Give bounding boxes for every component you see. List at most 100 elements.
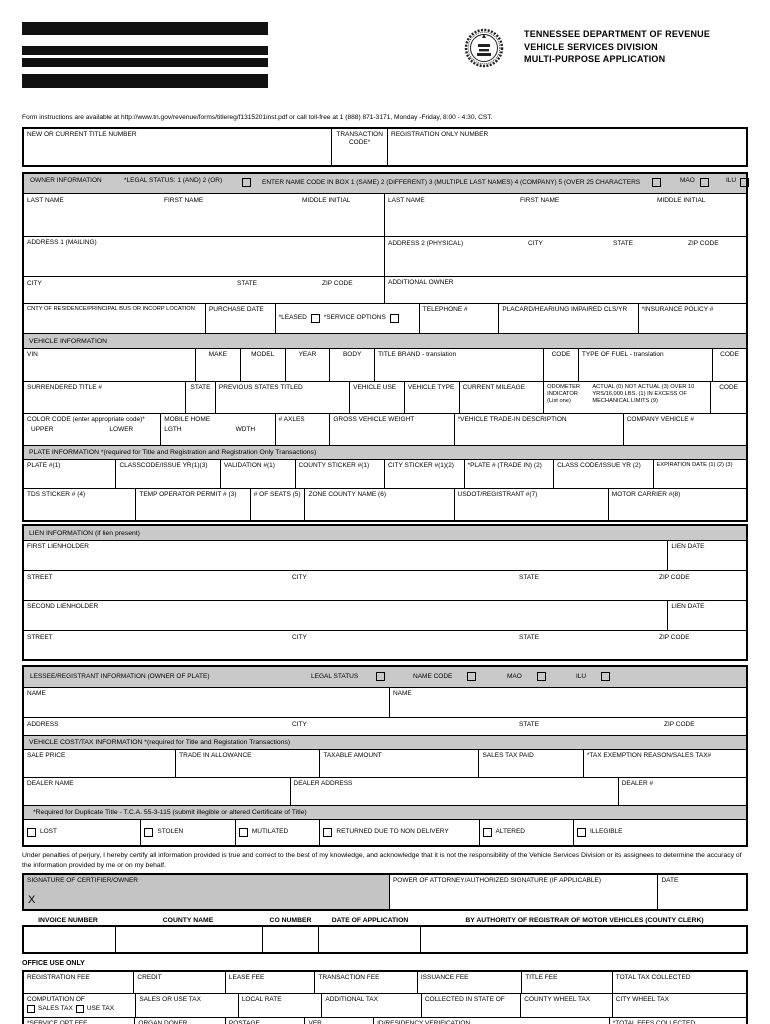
field-registrar-authority[interactable] <box>421 927 746 952</box>
field-sales-tax-paid[interactable]: SALES TAX PAID <box>479 750 584 777</box>
field-computation-of[interactable]: COMPUTATION OF SALES TAX USE TAX <box>24 993 137 1017</box>
illegible-checkbox[interactable] <box>576 828 586 837</box>
field-mobile-home[interactable]: MOBILE HOME LGTH WDTH <box>161 414 276 445</box>
field-vehicle-use[interactable]: VEHICLE USE <box>350 382 405 413</box>
leased-checkbox[interactable] <box>310 314 320 323</box>
field-total-tax-collected[interactable]: TOTAL TAX COLLECTED <box>615 973 691 981</box>
field-lessee-name-1[interactable]: NAME <box>24 688 390 717</box>
field-service-opt-fee[interactable]: *SERVICE OPT FEE <box>24 1017 136 1024</box>
field-classcode-issue-yr[interactable]: CLASSCODE/ISSUE YR(1)(3) <box>116 460 221 488</box>
field-vehicle-trade-in-description[interactable]: *VEHICLE TRADE-IN DESCRIPTION <box>455 414 624 445</box>
field-power-of-attorney-signature[interactable]: POWER OF ATTORNEY/AUTHORIZED SIGNATURE (… <box>390 874 659 909</box>
field-previous-states-titled[interactable]: PREVIOUS STATES TITLED <box>216 382 351 413</box>
field-lessee-address-city-state-zip[interactable]: ADDRESS CITY STATE ZIP CODE <box>27 721 695 728</box>
field-lease-fee[interactable]: LEASE FEE <box>226 971 316 993</box>
field-model[interactable]: MODEL <box>241 349 286 381</box>
field-surrendered-title[interactable]: SURRENDERED TITLE # <box>24 382 187 413</box>
field-title-fee[interactable]: TITLE FEE <box>522 971 613 993</box>
field-second-lienholder[interactable]: SECOND LIENHOLDER <box>24 601 669 630</box>
field-county-of-residence[interactable]: CNTY OF RESIDENCE/PRINCIPAL BUS OR INCOR… <box>24 304 206 333</box>
field-collected-in-state-of[interactable]: COLLECTED IN STATE OF <box>422 993 522 1017</box>
field-odometer-indicator[interactable]: ODOMETER INDICATOR (List one) ACTUAL (0)… <box>544 382 712 413</box>
lessee-mao-checkbox[interactable] <box>537 672 546 681</box>
field-transaction-fee[interactable]: TRANSACTION FEE <box>315 971 418 993</box>
field-issuance-fee[interactable]: ISSUANCE FEE <box>418 971 523 993</box>
field-telephone[interactable]: TELEPHONE # <box>420 304 500 333</box>
field-title-brand-code[interactable]: CODE <box>544 349 579 381</box>
stolen-checkbox[interactable] <box>144 828 154 837</box>
lessee-legal-status-checkbox[interactable] <box>376 672 385 681</box>
field-co-number[interactable] <box>263 926 320 952</box>
option-returned[interactable]: RETURNED DUE TO NON DELIVERY <box>320 820 480 845</box>
returned-checkbox[interactable] <box>323 828 333 837</box>
field-dealer-number[interactable]: DEALER # <box>621 780 654 787</box>
field-credit[interactable]: CREDIT <box>134 971 226 993</box>
field-lessee-name-2[interactable]: NAME <box>392 690 412 697</box>
field-type-of-fuel[interactable]: TYPE OF FUEL - translation <box>579 349 714 381</box>
field-address1-mailing[interactable]: ADDRESS 1 (MAILING) <box>24 237 385 276</box>
field-trade-in-allowance[interactable]: TRADE IN ALLOWANCE <box>176 750 321 777</box>
field-mailing-city-state-zip[interactable]: CITY STATE ZIP CODE <box>24 277 385 303</box>
field-registration-fee[interactable]: REGISTRATION FEE <box>24 971 135 993</box>
field-make[interactable]: MAKE <box>196 349 241 381</box>
field-surrendered-state[interactable]: STATE <box>186 382 216 413</box>
field-title-brand[interactable]: TITLE BRAND - translation <box>375 349 545 381</box>
field-additional-tax[interactable]: ADDITIONAL TAX <box>322 993 422 1017</box>
field-current-mileage[interactable]: CURRENT MILEAGE <box>460 382 545 413</box>
field-body[interactable]: BODY <box>330 349 376 381</box>
name-code-checkbox[interactable] <box>652 178 661 187</box>
field-sale-price[interactable]: SALE PRICE <box>24 750 177 777</box>
field-sales-or-use-tax[interactable]: SALES OR USE TAX <box>136 993 239 1017</box>
field-plate-number[interactable]: PLATE #(1) <box>24 460 117 488</box>
field-first-lien-date[interactable]: LIEN DATE <box>671 543 705 550</box>
field-color-code[interactable]: COLOR CODE (enter appropriate code)* UPP… <box>24 414 162 445</box>
field-second-lien-date[interactable]: LIEN DATE <box>671 603 705 610</box>
lost-checkbox[interactable] <box>27 828 36 837</box>
field-transaction-code[interactable]: TRANSACTION CODE* <box>332 129 388 165</box>
field-vin[interactable]: VIN <box>24 349 196 381</box>
option-lost[interactable]: LOST <box>24 820 142 845</box>
field-dealer-address[interactable]: DEALER ADDRESS <box>291 778 619 805</box>
field-second-lien-street-city-state-zip[interactable]: STREET CITY STATE ZIP CODE <box>27 634 690 641</box>
field-first-lien-street-city-state-zip[interactable]: STREET CITY STATE ZIP CODE <box>27 574 690 581</box>
mutilated-checkbox[interactable] <box>238 828 248 837</box>
field-company-vehicle[interactable]: COMPANY VEHICLE # <box>626 416 694 423</box>
field-postage[interactable]: POSTAGE <box>226 1017 306 1024</box>
field-address2-physical[interactable]: ADDRESS 2 (PHYSICAL) CITY STATE ZIP CODE <box>388 240 719 247</box>
field-dealer-name[interactable]: DEALER NAME <box>24 778 291 805</box>
use-tax-checkbox[interactable] <box>75 1004 84 1013</box>
field-tds-sticker[interactable]: TDS STICKER # (4) <box>24 489 137 520</box>
field-zone-county-name[interactable]: ZONE COUNTY NAME (6) <box>305 489 455 520</box>
field-county-wheel-tax[interactable]: COUNTY WHEEL TAX <box>521 993 613 1017</box>
field-owner1-name[interactable]: LAST NAME FIRST NAME MIDDLE INITIAL <box>24 194 385 236</box>
field-fuel-code[interactable]: CODE <box>720 351 739 358</box>
field-registration-only-number[interactable]: REGISTRATION ONLY NUMBER <box>391 131 489 138</box>
field-county-sticker[interactable]: COUNTY STICKER #(1) <box>296 460 385 488</box>
field-odometer-code[interactable]: CODE <box>719 384 738 391</box>
field-expiration-date[interactable]: EXPIRATION DATE (1) (2) (3) <box>656 462 733 468</box>
option-illegible[interactable]: ILLEGIBLE <box>574 820 746 845</box>
field-motor-carrier[interactable]: MOTOR CARRIER #(8) <box>611 491 681 498</box>
option-stolen[interactable]: STOLEN <box>141 820 236 845</box>
field-county-name[interactable] <box>116 926 263 952</box>
service-options-checkbox[interactable] <box>389 314 399 323</box>
field-usdot-registrant[interactable]: USDOT/REGISTRANT #(7) <box>455 489 609 520</box>
field-new-or-current-title-number[interactable]: NEW OR CURRENT TITLE NUMBER <box>24 129 333 165</box>
lessee-ilu-checkbox[interactable] <box>601 672 610 681</box>
field-plate-trade-in[interactable]: *PLATE # (TRADE IN) (2) <box>465 460 555 488</box>
field-id-residency-verification[interactable]: ID/RESIDENCY VERIFICATION <box>374 1017 610 1024</box>
field-axles[interactable]: # AXLES <box>276 414 331 445</box>
field-first-lienholder[interactable]: FIRST LIENHOLDER <box>24 541 669 570</box>
field-city-wheel-tax[interactable]: CITY WHEEL TAX <box>615 995 669 1003</box>
field-signature-date[interactable]: DATE <box>661 876 679 884</box>
field-tax-exemption-reason[interactable]: *TAX EXEMPTION REASON/SALES TAX# <box>586 752 712 759</box>
ilu-checkbox[interactable] <box>740 178 749 187</box>
field-number-of-seats[interactable]: # OF SEATS (5) <box>251 489 306 520</box>
field-invoice-number[interactable] <box>24 926 116 952</box>
field-total-fees-collected[interactable]: *TOTAL FEES COLLECTED <box>612 1019 696 1024</box>
option-mutilated[interactable]: MUTILATED <box>236 820 321 845</box>
sales-tax-checkbox[interactable] <box>27 1004 35 1013</box>
field-organ-donor[interactable]: ORGAN DONER <box>135 1017 226 1024</box>
lessee-name-code-checkbox[interactable] <box>467 672 476 681</box>
field-owner2-name[interactable]: LAST NAME FIRST NAME MIDDLE INITIAL <box>388 197 706 204</box>
